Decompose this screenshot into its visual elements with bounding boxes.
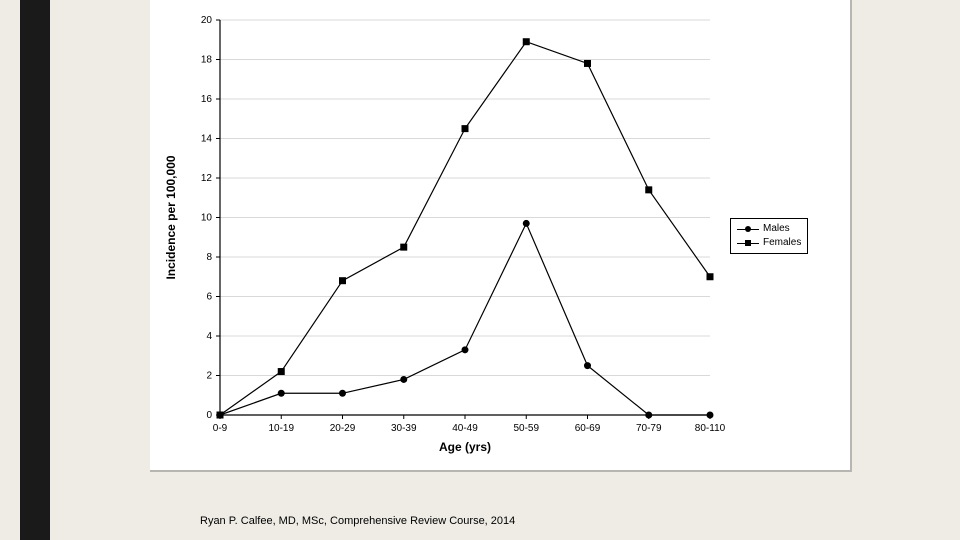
svg-text:14: 14 (201, 134, 213, 145)
svg-text:30-39: 30-39 (391, 423, 417, 434)
svg-text:18: 18 (201, 55, 213, 66)
svg-text:4: 4 (206, 331, 212, 342)
svg-text:10-19: 10-19 (268, 423, 294, 434)
slide: 0 2 4 6 8 10 12 14 16 18 20 0-9 10-19 20-29 30-39 40-49… (0, 0, 960, 540)
svg-text:8: 8 (206, 252, 212, 263)
svg-text:12: 12 (201, 173, 213, 184)
slide-caption: Ryan P. Calfee, MD, MSc, Comprehensive R… (200, 515, 515, 527)
left-accent-stripe (20, 0, 50, 540)
chart-legend: MalesFemales (730, 218, 808, 254)
svg-text:6: 6 (206, 292, 212, 303)
svg-text:20: 20 (201, 15, 213, 26)
svg-text:60-69: 60-69 (575, 423, 601, 434)
svg-text:16: 16 (201, 94, 213, 105)
svg-text:Incidence per 100,000: Incidence per 100,000 (164, 155, 178, 279)
svg-text:2: 2 (206, 371, 212, 382)
svg-text:0: 0 (206, 410, 212, 421)
chart-panel: 0 2 4 6 8 10 12 14 16 18 20 0-9 10-19 20-29 30-39 40-49… (150, 0, 852, 472)
svg-text:Age (yrs): Age (yrs) (439, 440, 491, 454)
svg-text:10: 10 (201, 213, 213, 224)
svg-text:0-9: 0-9 (213, 423, 228, 434)
svg-text:20-29: 20-29 (330, 423, 356, 434)
legend-item: Males (737, 222, 801, 236)
svg-text:40-49: 40-49 (452, 423, 478, 434)
legend-item: Females (737, 236, 801, 250)
svg-text:70-79: 70-79 (636, 423, 662, 434)
svg-text:80-110: 80-110 (695, 423, 726, 434)
svg-text:50-59: 50-59 (513, 423, 539, 434)
